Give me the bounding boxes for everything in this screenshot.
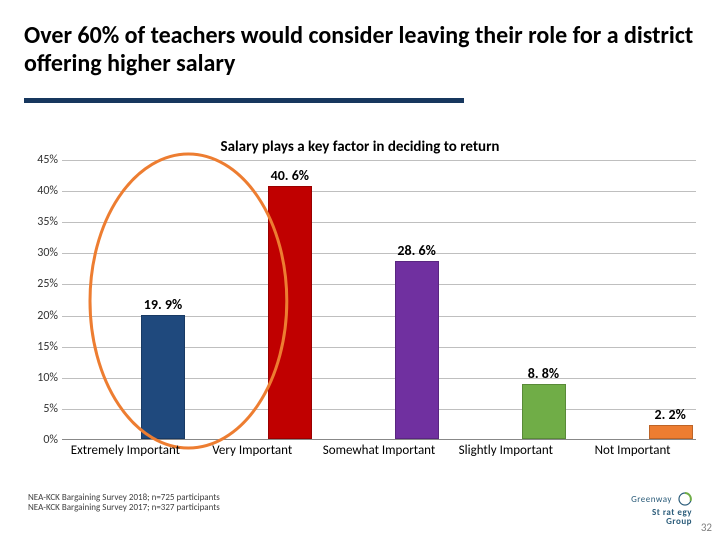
bar — [395, 261, 439, 439]
logo: Greenway St rat egyGroup — [631, 492, 692, 526]
category-label: Slightly Important — [442, 444, 569, 458]
y-axis-label: 20% — [24, 309, 58, 323]
y-axis-label: 25% — [24, 277, 58, 291]
page-number: 32 — [701, 521, 712, 534]
category-label: Not Important — [569, 444, 696, 458]
chart-area: 19. 9%40. 6%28. 6%8. 8%2. 2% NEA-KCK Bar… — [24, 160, 696, 466]
bar-group: 40. 6% — [227, 159, 354, 439]
y-axis-label: 5% — [24, 402, 58, 416]
category-label: Extremely Important — [62, 444, 189, 458]
logo-mark-icon — [678, 492, 692, 508]
logo-line3: Group — [666, 516, 692, 527]
y-axis-label: 45% — [24, 153, 58, 167]
y-axis-label: 15% — [24, 340, 58, 354]
bar-value-label: 8. 8% — [480, 365, 606, 384]
bar-group: 8. 8% — [480, 159, 607, 439]
bar-group: 19. 9% — [100, 159, 227, 439]
category-label: Very Important — [189, 444, 316, 458]
logo-line1: Greenway — [631, 494, 672, 505]
chart-title: Salary plays a key factor in deciding to… — [0, 138, 720, 156]
y-axis-label: 30% — [24, 246, 58, 260]
bar — [268, 186, 312, 439]
slide: Over 60% of teachers would consider leav… — [0, 0, 720, 540]
title-underline — [24, 98, 464, 103]
category-label: Somewhat Important — [316, 444, 443, 458]
chart-plot: 19. 9%40. 6%28. 6%8. 8%2. 2% — [62, 160, 696, 440]
y-axis-label: 35% — [24, 215, 58, 229]
footnote-2: NEA-KCK Bargaining Survey 2017; n=327 pa… — [28, 503, 220, 514]
bar — [141, 315, 185, 439]
bar — [522, 384, 566, 439]
bar-group: 2. 2% — [607, 159, 720, 439]
bar-value-label: 40. 6% — [227, 167, 353, 186]
bar — [649, 425, 693, 439]
y-axis-label: 0% — [24, 433, 58, 447]
bar-value-label: 2. 2% — [607, 406, 720, 425]
slide-title: Over 60% of teachers would consider leav… — [24, 22, 696, 77]
y-axis-label: 40% — [24, 184, 58, 198]
bar-value-label: 28. 6% — [354, 242, 480, 261]
bar-group: 28. 6% — [354, 159, 481, 439]
y-axis-label: 10% — [24, 371, 58, 385]
bar-value-label: 19. 9% — [100, 296, 226, 315]
